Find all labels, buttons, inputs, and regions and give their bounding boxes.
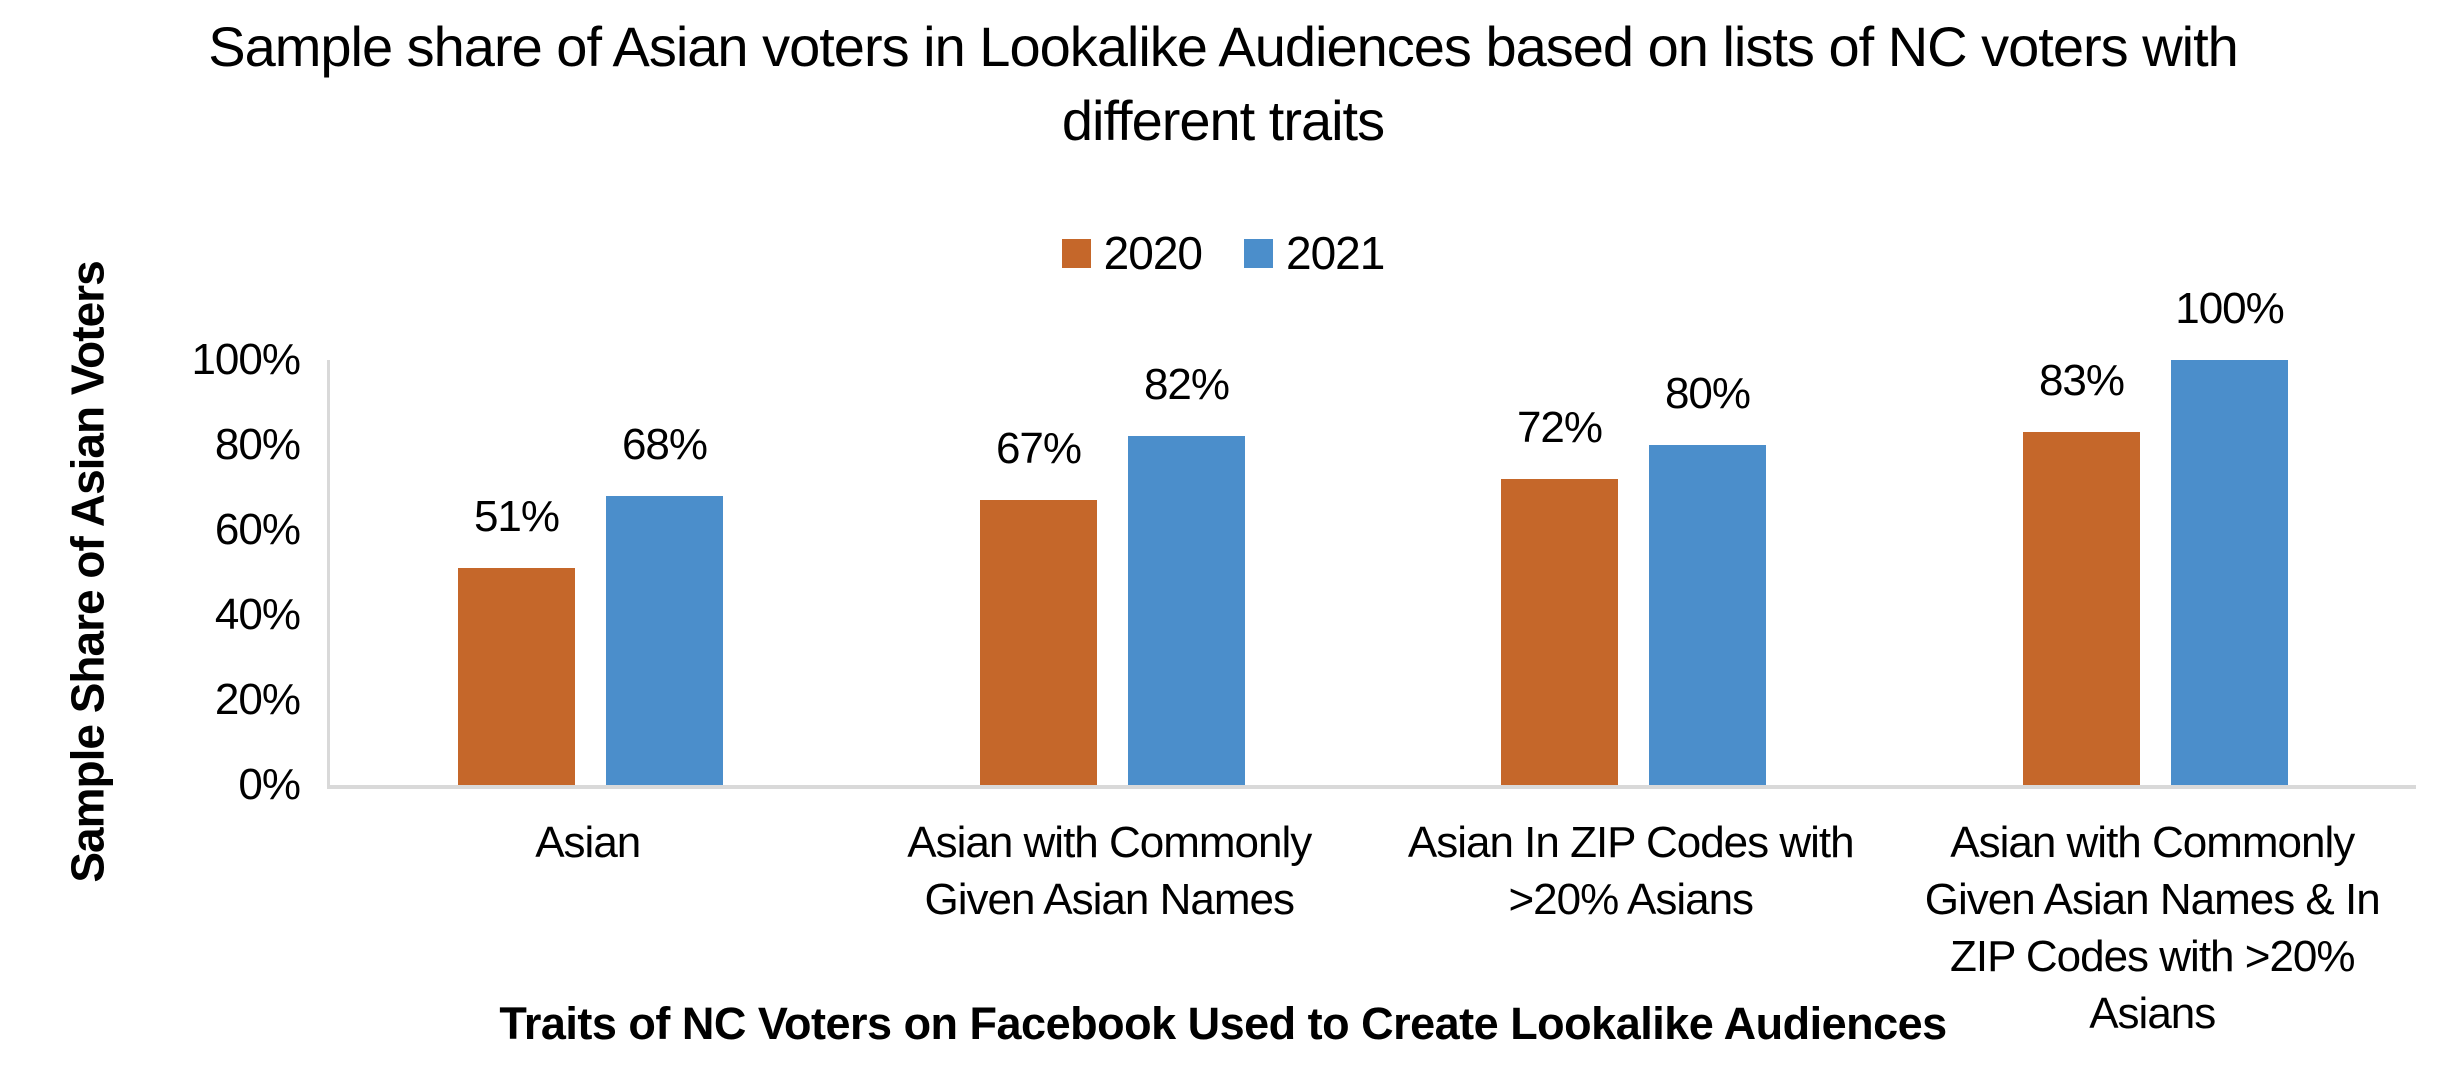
bar-2021-category-3 xyxy=(1649,445,1766,785)
legend-label: 2020 xyxy=(1103,227,1203,279)
legend-swatch-2021 xyxy=(1244,238,1273,268)
legend-item-2020: 2020 xyxy=(1061,226,1203,280)
bar-2020-category-4 xyxy=(2023,432,2140,785)
bar-value-label: 67% xyxy=(995,424,1082,473)
bar-value-label: 100% xyxy=(2175,284,2285,333)
bar-value-label: 72% xyxy=(1516,403,1603,452)
bar-2020-category-2 xyxy=(980,500,1097,785)
bar-2021-category-1 xyxy=(606,496,723,785)
y-tick-label: 0% xyxy=(238,760,301,809)
x-category-label: Asian with Commonly Given Asian Names xyxy=(907,818,1312,924)
bar-2020-category-3 xyxy=(1501,479,1618,785)
bar-value-label: 68% xyxy=(621,420,708,469)
chart-title: Sample share of Asian voters in Lookalik… xyxy=(208,15,2239,152)
x-category-label: Asian In ZIP Codes with >20% Asians xyxy=(1407,818,1855,924)
bar-value-label: 82% xyxy=(1143,360,1230,409)
bar-2021-category-2 xyxy=(1128,436,1245,785)
y-tick-label: 100% xyxy=(191,335,301,384)
plot-area: 51% 67% 72% 83% 68% 82% 80% 100% xyxy=(327,284,2416,789)
bar-value-label: 80% xyxy=(1664,369,1751,418)
legend-swatch-2020 xyxy=(1061,238,1091,268)
x-category-label: Asian xyxy=(535,818,641,867)
bar-2021-category-4 xyxy=(2171,360,2288,785)
x-axis-title: Traits of NC Voters on Facebook Used to … xyxy=(499,998,1947,1049)
y-tick-label: 60% xyxy=(214,505,301,554)
legend-item-2021: 2021 xyxy=(1244,226,1385,280)
y-tick-label: 40% xyxy=(214,590,301,639)
bar-value-label: 51% xyxy=(473,492,560,541)
y-tick-label: 20% xyxy=(214,675,301,724)
bar-2020-category-1 xyxy=(458,568,575,785)
x-axis-category-labels: Asian Asian with Commonly Given Asian Nam… xyxy=(327,814,2413,1038)
legend-label: 2021 xyxy=(1286,227,1385,279)
x-category-label: Asian with Commonly Given Asian Names & … xyxy=(1924,818,2381,1038)
bar-value-label: 83% xyxy=(2038,356,2125,405)
legend: 2020 2021 xyxy=(0,226,2446,280)
y-tick-label: 80% xyxy=(214,420,301,469)
y-axis-tick-labels: 0% 20% 40% 60% 80% 100% xyxy=(0,338,301,807)
